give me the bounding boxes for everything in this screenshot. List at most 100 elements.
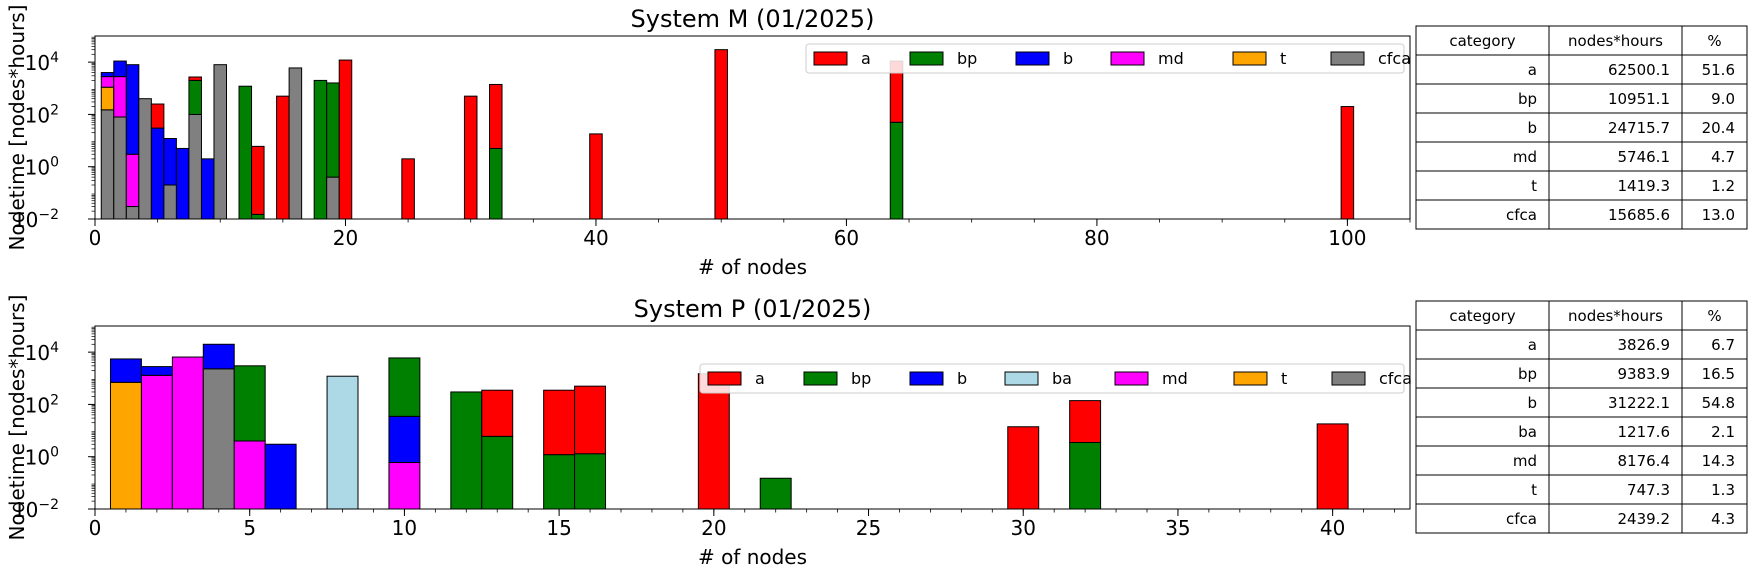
plot-frame xyxy=(94,35,1411,220)
bar-a-n20 xyxy=(338,59,353,220)
legend-label-cfca: cfca xyxy=(1379,369,1412,388)
bar-cfca-n1 xyxy=(100,109,115,220)
x-tick-label: 20 xyxy=(333,226,358,250)
bar-bp-n13 xyxy=(481,435,514,510)
table-value: 9.0 xyxy=(1711,90,1735,108)
x-tick-label: 0 xyxy=(89,226,102,250)
bar-a-n50 xyxy=(714,49,728,220)
bar-a-n100 xyxy=(1340,106,1355,220)
bar-md-n2 xyxy=(113,76,127,118)
x-tick-label: 40 xyxy=(1320,516,1345,540)
chart-title: System P (01/2025) xyxy=(634,295,872,323)
bar-bp-n64 xyxy=(889,121,904,220)
legend-label-ba: ba xyxy=(1052,369,1072,388)
table-value: cfca xyxy=(1506,206,1537,224)
bar-t-n1 xyxy=(109,381,142,510)
bar-cfca-n4 xyxy=(202,368,235,510)
legend-label-md: md xyxy=(1158,49,1184,68)
table-header: category xyxy=(1449,307,1515,325)
table-value: 8176.4 xyxy=(1618,452,1671,470)
bar-a-n15 xyxy=(276,95,290,220)
bar-cfca-n10 xyxy=(213,64,228,220)
table-value: a xyxy=(1528,61,1537,79)
x-tick-label: 5 xyxy=(243,516,256,540)
bar-bp-n15 xyxy=(543,454,576,510)
bar-cfca-n2 xyxy=(113,116,127,220)
bar-bp-n10 xyxy=(388,357,421,417)
legend-swatch-b xyxy=(909,371,944,386)
legend-label-md: md xyxy=(1162,369,1188,388)
bar-b-n5 xyxy=(150,127,165,220)
bar-a-n25 xyxy=(401,158,415,220)
bar-md-n1 xyxy=(100,76,115,88)
legend-swatch-bp xyxy=(909,51,944,66)
table-value: md xyxy=(1513,452,1537,470)
y-axis-label: Nodetime [nodes*hours] xyxy=(5,295,29,541)
x-tick-label: 20 xyxy=(701,516,726,540)
table-value: 6.7 xyxy=(1711,336,1735,354)
bar-a-n32 xyxy=(489,83,503,149)
bar-bp-n32 xyxy=(1069,441,1102,510)
table-value: 51.6 xyxy=(1702,61,1735,79)
table-cell xyxy=(1415,503,1550,534)
table-cell xyxy=(1681,54,1748,85)
chart-panel-1: System M (01/2025) 0 20 40 60 80 100 # of nodes… xyxy=(5,5,1748,279)
bar-b-n10 xyxy=(388,415,421,464)
legend-label-b: b xyxy=(957,369,967,388)
table-value: md xyxy=(1513,148,1537,166)
y-tick-label: 10−2 xyxy=(13,207,59,232)
x-tick-label: 25 xyxy=(856,516,881,540)
table-value: ba xyxy=(1518,423,1537,441)
bar-b-n1 xyxy=(100,72,115,78)
plot-frame xyxy=(94,325,1411,510)
table-cell xyxy=(1548,54,1683,85)
bar-bp-n32 xyxy=(489,147,503,220)
table-cell xyxy=(1681,387,1748,418)
bar-b-n7 xyxy=(175,147,190,220)
legend-label-cfca: cfca xyxy=(1378,49,1411,68)
legend-swatch-a xyxy=(813,51,848,66)
legend-swatch-md xyxy=(1110,51,1145,66)
legend-label-a: a xyxy=(861,49,871,68)
bar-ba-n8 xyxy=(326,375,359,510)
legend-swatch-t xyxy=(1233,371,1268,386)
x-tick-label: 40 xyxy=(583,226,608,250)
table-value: 1419.3 xyxy=(1618,177,1671,195)
bar-a-n8 xyxy=(188,76,202,81)
table-value: 15685.6 xyxy=(1608,206,1670,224)
bar-md-n3 xyxy=(125,153,140,208)
table-cell xyxy=(1681,358,1748,389)
table-header: nodes*hours xyxy=(1568,307,1663,325)
bar-cfca-n19 xyxy=(326,176,340,220)
table-cell xyxy=(1548,199,1683,230)
bar-a-n30 xyxy=(1007,426,1040,510)
y-axis-label: Nodetime [nodes*hours] xyxy=(5,5,29,251)
bar-bp-n5 xyxy=(233,365,266,442)
chart-panel-2: System P (01/2025) 0 5 10 15 20 25 30 35 40 # of n… xyxy=(5,295,1748,569)
x-tick-label: 35 xyxy=(1165,516,1190,540)
x-tick-label: 10 xyxy=(392,516,417,540)
table-value: 16.5 xyxy=(1702,365,1735,383)
table-value: 3826.9 xyxy=(1618,336,1671,354)
table-value: a xyxy=(1528,336,1537,354)
legend-swatch-a xyxy=(707,371,742,386)
bar-b-n2 xyxy=(113,60,127,78)
table-cell xyxy=(1681,474,1748,505)
x-tick-label: 100 xyxy=(1328,226,1366,250)
table-cell xyxy=(1681,416,1748,447)
table-cell xyxy=(1681,141,1748,172)
table-cell xyxy=(1548,503,1683,534)
table-value: 13.0 xyxy=(1702,206,1735,224)
y-axis: 10−2 100 102 104 xyxy=(13,36,95,232)
bar-cfca-n3 xyxy=(125,206,140,220)
legend-label-a: a xyxy=(755,369,765,388)
table-cell xyxy=(1548,25,1683,56)
table-value: 24715.7 xyxy=(1608,119,1670,137)
x-tick-label: 30 xyxy=(1011,516,1036,540)
y-tick-label: 104 xyxy=(25,50,59,75)
table-value: 62500.1 xyxy=(1608,61,1670,79)
bar-b-n1 xyxy=(109,358,142,383)
table-cell xyxy=(1681,329,1748,360)
bar-md-n10 xyxy=(388,462,421,510)
